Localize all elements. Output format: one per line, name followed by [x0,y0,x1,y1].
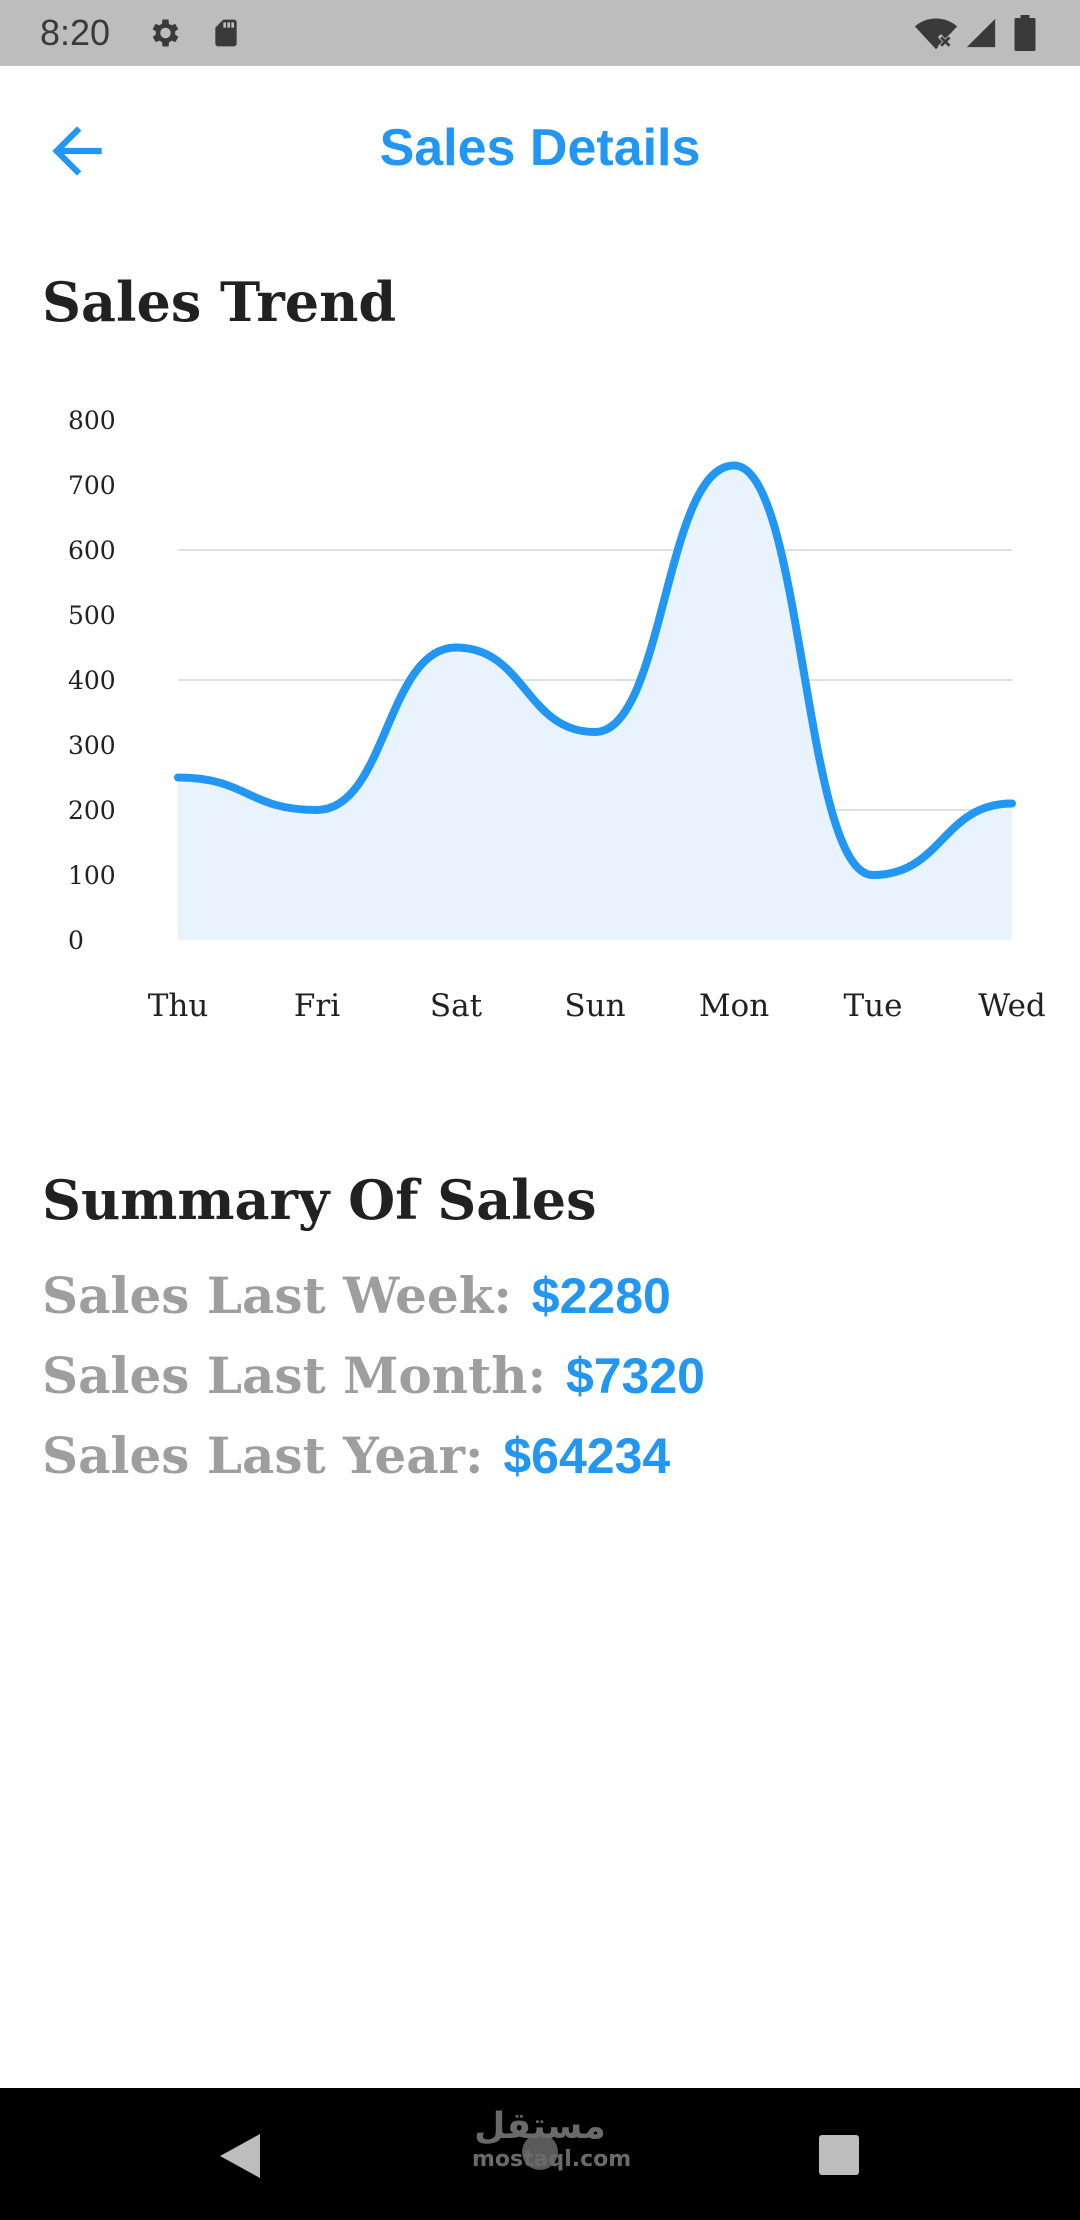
arrow-left-icon [52,126,102,176]
app-bar: Sales Details [0,66,1080,226]
summary-value: $2280 [531,1268,671,1324]
status-bar: 8:20 [0,0,1080,66]
gear-icon [152,19,179,47]
watermark-arabic: مستقل [474,2106,606,2147]
chart-x-tick-label: Mon [699,988,769,1024]
cell-signal-icon [966,18,996,48]
summary-label: Sales Last Month: [42,1346,547,1405]
navigation-bar: مستقل mostaql.com [0,2088,1080,2220]
chart-y-tick-label: 600 [68,536,116,565]
summary-label: Sales Last Year: [42,1426,484,1485]
summary-row-year: Sales Last Year: $64234 [42,1426,670,1486]
chart-y-tick-label: 0 [68,926,84,955]
watermark-domain: mostaql.com [472,2147,632,2172]
chart-x-tick-label: Tue [844,988,903,1024]
sd-card-icon [215,19,237,47]
chart-y-tick-label: 700 [68,471,116,500]
chart-x-tick-label: Fri [294,988,340,1024]
summary-row-week: Sales Last Week: $2280 [42,1266,671,1326]
page-title: Sales Details [379,119,701,177]
chart-y-axis: 0 100 200 300 400 500 600 700 800 [68,406,116,955]
chart-series-line [174,461,1016,879]
home-circle-icon[interactable] [520,2132,560,2172]
summary-value: $64234 [503,1428,671,1484]
summary-value: $7320 [565,1348,705,1404]
battery-icon [1014,15,1036,51]
back-button[interactable] [40,114,114,188]
chart-y-tick-label: 800 [68,406,116,435]
chart-y-tick-label: 100 [68,861,116,890]
chart-x-tick-label: Thu [148,988,209,1024]
summary-label: Sales Last Week: [42,1266,512,1325]
chart-area-fill [178,465,1012,940]
chart-x-tick-label: Wed [978,988,1046,1024]
chart-y-tick-label: 200 [68,796,116,825]
recents-square-icon[interactable] [818,2134,860,2176]
chart-y-tick-label: 400 [68,666,116,695]
chart-x-tick-label: Sun [564,988,625,1024]
chart-y-tick-label: 300 [68,731,116,760]
sales-trend-chart: 0 100 200 300 400 500 600 700 800 Thu Fri Sat Sun Mo… [68,406,1046,1024]
back-triangle-icon[interactable] [218,2132,262,2180]
summary-heading: Summary Of Sales [42,1168,597,1232]
summary-row-month: Sales Last Month: $7320 [42,1346,705,1406]
sales-trend-heading: Sales Trend [42,270,397,334]
wifi-off-icon [914,18,958,50]
status-time: 8:20 [40,12,111,53]
watermark: مستقل mostaql.com [472,2106,632,2172]
chart-y-tick-label: 500 [68,601,116,630]
chart-x-tick-label: Sat [430,988,483,1024]
chart-x-axis: Thu Fri Sat Sun Mon Tue Wed [148,988,1046,1024]
